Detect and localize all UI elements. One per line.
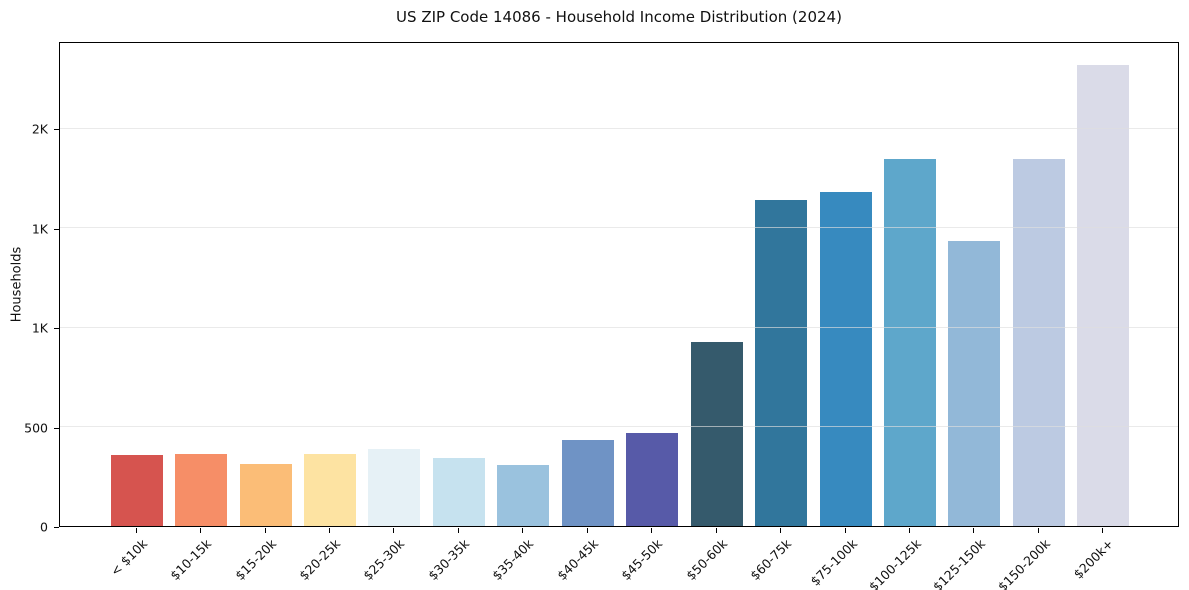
bar-100-125k xyxy=(884,159,936,526)
x-tick-label: $50-60k xyxy=(683,536,731,584)
bar-25-30k xyxy=(368,449,420,526)
bar-60-75k xyxy=(755,200,807,526)
y-tick-mark xyxy=(54,428,59,429)
x-tick-mark xyxy=(973,528,974,533)
x-tick-label: $30-35k xyxy=(425,536,473,584)
y-tick-mark xyxy=(54,328,59,329)
bar-150-200k xyxy=(1013,159,1065,526)
bar-200k xyxy=(1077,65,1129,526)
y-tick-mark xyxy=(54,129,59,130)
x-tick-label: $75-100k xyxy=(806,536,860,589)
x-tick-label: $20-25k xyxy=(296,536,344,584)
y-tick-label: 2K xyxy=(31,121,48,137)
bar-45-50k xyxy=(626,433,678,526)
x-tick-mark xyxy=(651,528,652,533)
bar-20-25k xyxy=(304,454,356,526)
y-tick-mark xyxy=(54,229,59,230)
x-tick-mark xyxy=(716,528,717,533)
y-tick-label: 500 xyxy=(24,420,48,436)
x-tick-mark xyxy=(1038,528,1039,533)
x-tick-label: $25-30k xyxy=(360,536,408,584)
x-tick-label: $40-45k xyxy=(554,536,602,584)
x-tick-mark xyxy=(909,528,910,533)
bar-50-60k xyxy=(691,342,743,526)
bar-15-20k xyxy=(240,464,292,526)
x-tick-label: < $10k xyxy=(107,536,151,579)
y-tick-label: 1K xyxy=(31,320,48,336)
x-tick-label: $200k+ xyxy=(1070,536,1117,582)
x-tick-label: $60-75k xyxy=(747,536,795,584)
x-tick-label: $45-50k xyxy=(618,536,666,584)
y-axis-label: Households xyxy=(9,246,25,323)
x-tick-label: $100-125k xyxy=(865,536,924,590)
bar-125-150k xyxy=(948,241,1000,526)
x-tick-mark xyxy=(329,528,330,533)
x-tick-mark xyxy=(136,528,137,533)
gridline-1000 xyxy=(60,326,1178,328)
y-tick-mark xyxy=(54,527,59,528)
bar-40-45k xyxy=(562,440,614,526)
x-tick-label: $150-200k xyxy=(994,536,1053,590)
x-tick-mark xyxy=(587,528,588,533)
x-tick-label: $15-20k xyxy=(232,536,280,584)
x-tick-label: $10-15k xyxy=(167,536,215,584)
gridline-2000 xyxy=(60,127,1178,129)
gridline-500 xyxy=(60,426,1178,428)
plot-area xyxy=(59,42,1179,527)
bar-35-40k xyxy=(497,465,549,526)
x-tick-mark xyxy=(845,528,846,533)
x-tick-mark xyxy=(393,528,394,533)
x-tick-mark xyxy=(522,528,523,533)
x-tick-label: $125-150k xyxy=(929,536,988,590)
x-tick-mark xyxy=(780,528,781,533)
bar-30-35k xyxy=(433,458,485,526)
y-tick-label: 1K xyxy=(31,221,48,237)
y-tick-label: 0 xyxy=(40,519,48,535)
x-tick-mark xyxy=(1102,528,1103,533)
x-tick-mark xyxy=(265,528,266,533)
x-tick-label: $35-40k xyxy=(489,536,537,584)
x-tick-mark xyxy=(458,528,459,533)
x-tick-mark xyxy=(200,528,201,533)
bar-10k xyxy=(111,455,163,526)
bar-10-15k xyxy=(175,454,227,526)
bar-75-100k xyxy=(820,192,872,526)
gridline-1500 xyxy=(60,227,1178,229)
chart-title: US ZIP Code 14086 - Household Income Dis… xyxy=(396,8,842,26)
